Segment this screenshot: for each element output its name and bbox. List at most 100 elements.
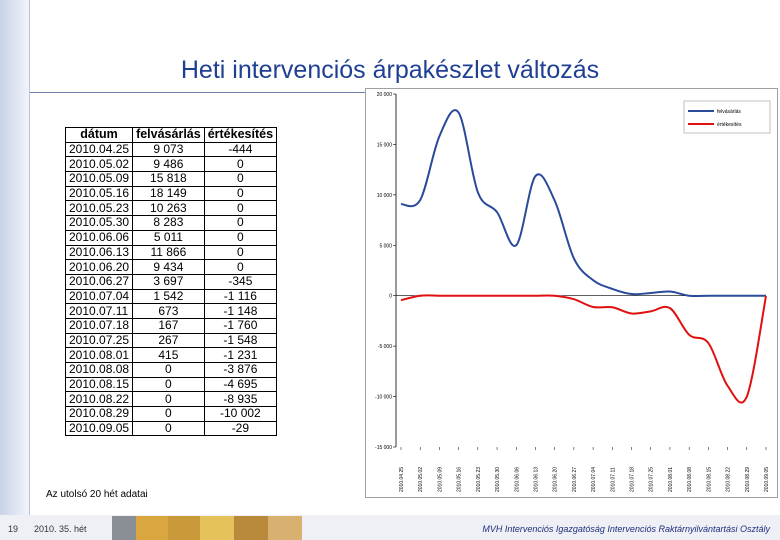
- sale-cell: 0: [203, 185, 278, 202]
- purchase-cell: 9 486: [132, 156, 205, 173]
- table-row: 2010.07.11 673 -1 148: [64, 303, 278, 319]
- table-row: 2010.05.23 10 263 0: [64, 200, 278, 217]
- sale-cell: -345: [203, 273, 278, 290]
- purchase-cell: 9 073: [132, 141, 205, 158]
- purchase-cell: 5 011: [132, 229, 205, 246]
- header-sale: értékesítés: [203, 127, 278, 143]
- x-tick-label: 2010.04.25: [399, 467, 405, 492]
- date-cell: 2010.06.13: [64, 244, 134, 261]
- date-cell: 2010.06.06: [64, 229, 134, 246]
- sale-cell: -1 760: [203, 317, 278, 334]
- date-cell: 2010.08.15: [64, 376, 134, 393]
- x-tick-label: 2010.06.20: [553, 467, 559, 492]
- date-cell: 2010.05.09: [64, 171, 134, 187]
- purchase-cell: 3 697: [132, 273, 205, 290]
- sale-cell: -1 116: [203, 288, 278, 305]
- date-cell: 2010.05.23: [64, 200, 134, 217]
- footnote: Az utolsó 20 hét adatai: [46, 489, 148, 500]
- grain-photo-strip: [112, 516, 302, 540]
- purchase-cell: 0: [132, 376, 205, 393]
- date-cell: 2010.05.16: [64, 185, 134, 202]
- x-tick-label: 2010.07.18: [630, 467, 636, 492]
- data-table: dátum felvásárlás értékesítés 2010.04.25…: [64, 127, 278, 437]
- purchase-cell: 15 818: [132, 171, 205, 187]
- x-tick-label: 2010.06.06: [514, 467, 520, 492]
- purchase-cell: 0: [132, 391, 205, 408]
- purchase-cell: 8 283: [132, 215, 205, 231]
- x-tick-label: 2010.05.02: [418, 467, 424, 492]
- x-tick-label: 2010.09.05: [764, 467, 770, 492]
- purchase-cell: 9 434: [132, 259, 205, 275]
- sale-cell: 0: [203, 259, 278, 275]
- table-row: 2010.08.29 0 -10 002: [64, 406, 278, 422]
- purchase-cell: 0: [132, 420, 205, 437]
- x-tick-label: 2010.08.22: [726, 467, 732, 492]
- sale-cell: -4 695: [203, 376, 278, 393]
- x-tick-label: 2010.05.09: [437, 467, 443, 492]
- sale-cell: -444: [203, 141, 278, 158]
- series-line-purchase: [400, 109, 766, 298]
- date-cell: 2010.06.27: [64, 273, 134, 290]
- y-tick-label: 20 000: [377, 92, 393, 98]
- table-row: 2010.08.01 415 -1 231: [64, 347, 278, 363]
- date-cell: 2010.06.20: [64, 259, 134, 275]
- title-underline: [30, 92, 370, 93]
- sale-cell: 0: [203, 244, 278, 261]
- x-tick-label: 2010.07.25: [649, 467, 655, 492]
- date-cell: 2010.08.01: [64, 347, 134, 363]
- sale-cell: -1 148: [203, 303, 278, 319]
- table-header-row: dátum felvásárlás értékesítés: [64, 127, 278, 143]
- line-chart: 20 000 15 000 10 000 5 000 0 -5 000 -10 000 -15…: [365, 88, 778, 498]
- purchase-cell: 10 263: [132, 200, 205, 217]
- date-cell: 2010.08.29: [64, 406, 134, 422]
- date-cell: 2010.07.04: [64, 288, 134, 305]
- y-tick-label: 10 000: [377, 193, 393, 199]
- x-tick-label: 2010.06.13: [533, 467, 539, 492]
- table-row: 2010.05.30 8 283 0: [64, 215, 278, 231]
- x-tick-label: 2010.06.27: [572, 467, 578, 492]
- table-row: 2010.05.16 18 149 0: [64, 185, 278, 202]
- date-cell: 2010.08.08: [64, 362, 134, 378]
- purchase-cell: 18 149: [132, 185, 205, 202]
- date-cell: 2010.09.05: [64, 420, 134, 437]
- table-row: 2010.04.25 9 073 -444: [64, 141, 278, 158]
- sale-cell: 0: [203, 171, 278, 187]
- x-tick-label: 2010.05.23: [476, 467, 482, 492]
- sale-cell: 0: [203, 156, 278, 173]
- purchase-cell: 1 542: [132, 288, 205, 305]
- footer-organization: MVH Intervenciós Igazgatóság Intervenció…: [482, 524, 770, 534]
- x-tick-label: 2010.08.01: [668, 467, 674, 492]
- sale-cell: -1 548: [203, 332, 278, 349]
- purchase-cell: 0: [132, 362, 205, 378]
- purchase-cell: 415: [132, 347, 205, 363]
- page-title: Heti intervenciós árpakészlet változás: [180, 56, 600, 84]
- x-tick-label: 2010.05.16: [457, 467, 463, 492]
- series-line-sale: [400, 294, 767, 404]
- date-cell: 2010.05.02: [64, 156, 134, 173]
- sale-cell: 0: [203, 229, 278, 246]
- y-tick-label: -5 000: [378, 344, 392, 350]
- table-row: 2010.08.22 0 -8 935: [64, 391, 278, 408]
- purchase-cell: 11 866: [132, 244, 205, 261]
- table-row: 2010.08.08 0 -3 876: [64, 362, 278, 378]
- purchase-cell: 0: [132, 406, 205, 422]
- legend-label: felvásárlás: [717, 109, 741, 115]
- y-tick-label: 5 000: [379, 243, 392, 249]
- left-decor-strip: [0, 0, 30, 515]
- footer-bar: 19 2010. 35. hét MVH Intervenciós Igazga…: [0, 515, 780, 540]
- legend-label: értékesítés: [717, 122, 742, 128]
- purchase-cell: 673: [132, 303, 205, 319]
- sale-cell: -10 002: [203, 406, 278, 422]
- table-row: 2010.05.09 15 818 0: [64, 171, 278, 187]
- date-cell: 2010.04.25: [64, 141, 134, 158]
- sale-cell: -3 876: [203, 362, 278, 378]
- y-tick-label: -15 000: [375, 445, 392, 451]
- sale-cell: -8 935: [203, 391, 278, 408]
- x-tick-label: 2010.07.04: [591, 467, 597, 492]
- header-date: dátum: [64, 127, 134, 143]
- footer-week: 2010. 35. hét: [34, 524, 87, 534]
- table-row: 2010.08.15 0 -4 695: [64, 376, 278, 393]
- header-purchase: felvásárlás: [132, 127, 205, 143]
- y-tick-label: 15 000: [377, 142, 393, 148]
- y-tick-label: 0: [389, 294, 392, 300]
